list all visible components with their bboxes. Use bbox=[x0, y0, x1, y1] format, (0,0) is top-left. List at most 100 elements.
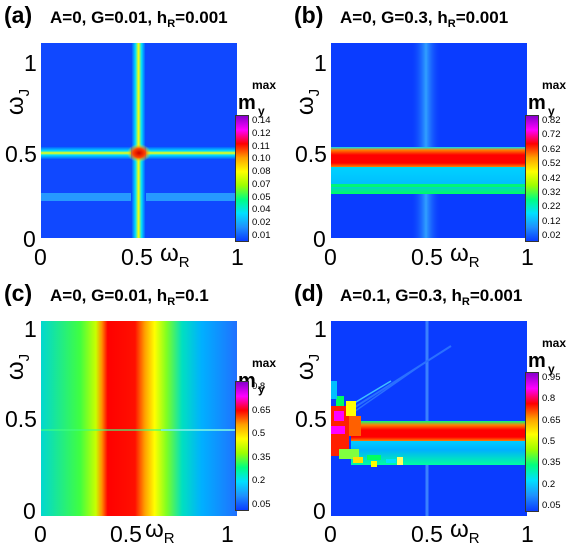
resonance-band bbox=[331, 147, 527, 167]
colorbar-tick: 0.52 bbox=[542, 158, 561, 170]
x-axis-label: ωR bbox=[145, 516, 175, 547]
heatmap-plot bbox=[331, 43, 527, 238]
colorbar-tick: 0.22 bbox=[542, 201, 561, 213]
y-axis-label: ωJ bbox=[292, 88, 324, 116]
x-tick: 0.5 bbox=[411, 521, 443, 547]
y-tick: 0.5 bbox=[5, 141, 37, 167]
x-tick: 1 bbox=[231, 244, 244, 270]
colorbar bbox=[525, 115, 539, 242]
colorbar-tick: 0.05 bbox=[252, 191, 271, 203]
panel-title: A=0, G=0.3, hR=0.001 bbox=[340, 8, 509, 30]
colorbar-tick: 0.8 bbox=[252, 381, 266, 392]
panel-a: (a) A=0, G=0.01, hR=0.001 1 0.5 0 0 0.5 … bbox=[0, 0, 290, 278]
heatmap-background bbox=[41, 321, 237, 516]
x-axis-label: ωR bbox=[450, 240, 480, 271]
y-tick: 0 bbox=[313, 226, 326, 252]
panel-title: A=0, G=0.01, hR=0.001 bbox=[50, 8, 228, 30]
colorbar-ticks: 0.82 0.72 0.62 0.52 0.42 0.32 0.22 0.12 0.02 bbox=[542, 115, 578, 242]
colorbar-tick: 0.12 bbox=[542, 215, 561, 227]
x-tick: 0 bbox=[324, 244, 337, 270]
panel-label: (d) bbox=[294, 280, 324, 306]
colorbar-tick: 0.5 bbox=[542, 436, 556, 447]
y-tick: 0 bbox=[23, 226, 36, 252]
x-tick: 0.5 bbox=[121, 244, 153, 270]
panel-title: A=0, G=0.01, hR=0.1 bbox=[50, 286, 209, 308]
heatmap-background bbox=[331, 321, 527, 516]
colorbar-tick: 0.82 bbox=[542, 115, 561, 126]
x-tick: 1 bbox=[521, 521, 534, 547]
heatmap-plot bbox=[331, 321, 527, 516]
chaotic-region bbox=[331, 381, 403, 467]
colorbar-tick: 0.11 bbox=[252, 140, 270, 152]
colorbar-tick: 0.02 bbox=[542, 230, 561, 241]
x-tick: 0.5 bbox=[110, 521, 142, 547]
y-tick: 0.5 bbox=[295, 406, 327, 432]
colorbar-tick: 0.14 bbox=[252, 115, 271, 126]
x-tick: 1 bbox=[221, 521, 234, 547]
vertical-resonance bbox=[131, 43, 146, 238]
colorbar-ticks: 0.8 0.65 0.5 0.35 0.2 0.05 bbox=[252, 381, 288, 511]
horizontal-line bbox=[41, 429, 237, 431]
colorbar-tick: 0.35 bbox=[542, 457, 561, 469]
y-axis-label: ωJ bbox=[292, 353, 324, 381]
colorbar-tick: 0.08 bbox=[252, 166, 271, 178]
x-tick: 0 bbox=[34, 521, 47, 547]
resonance-peak bbox=[127, 144, 151, 162]
colorbar-tick: 0.35 bbox=[252, 451, 271, 463]
colorbar-tick: 0.04 bbox=[252, 204, 271, 216]
y-axis-label: ωJ bbox=[2, 353, 34, 381]
colorbar-tick: 0.10 bbox=[252, 153, 271, 165]
colorbar-tick: 0.72 bbox=[542, 129, 561, 141]
colorbar-tick: 0.2 bbox=[252, 475, 266, 487]
panel-label: (a) bbox=[4, 2, 33, 28]
x-axis-label: ωR bbox=[160, 240, 190, 271]
colorbar bbox=[235, 381, 249, 511]
colorbar-tick: 0.05 bbox=[542, 500, 561, 511]
x-tick: 0 bbox=[34, 244, 47, 270]
y-tick: 0 bbox=[23, 498, 36, 524]
colorbar-tick: 0.02 bbox=[252, 217, 271, 229]
panel-label: (b) bbox=[294, 2, 324, 28]
panel-c: (c) A=0, G=0.01, hR=0.1 bbox=[0, 278, 290, 556]
colorbar-ticks: 0.14 0.12 0.11 0.10 0.08 0.07 0.05 0.04 0.02 0.01 bbox=[252, 115, 288, 242]
colorbar-tick: 0.12 bbox=[252, 127, 271, 139]
y-tick: 0 bbox=[313, 498, 326, 524]
colorbar-tick: 0.62 bbox=[542, 143, 561, 155]
colorbar-tick: 0.2 bbox=[542, 478, 556, 490]
colorbar bbox=[525, 372, 539, 512]
y-tick: 1 bbox=[24, 50, 37, 76]
y-tick: 0.5 bbox=[295, 141, 327, 167]
panel-title: A=0.1, G=0.3, hR=0.001 bbox=[340, 286, 523, 308]
colorbar-tick: 0.42 bbox=[542, 172, 561, 184]
x-tick: 1 bbox=[521, 244, 534, 270]
colorbar-tick: 0.65 bbox=[542, 414, 561, 426]
x-axis-label: ωR bbox=[450, 516, 480, 547]
colorbar-tick: 0.8 bbox=[542, 393, 556, 405]
colorbar-tick: 0.5 bbox=[252, 428, 266, 440]
y-tick: 1 bbox=[24, 316, 37, 342]
colorbar-tick: 0.95 bbox=[542, 372, 561, 383]
y-tick: 1 bbox=[314, 316, 327, 342]
panel-label: (c) bbox=[4, 280, 33, 306]
colorbar-tick: 0.05 bbox=[252, 499, 271, 510]
vertical-line bbox=[411, 43, 441, 238]
heatmap-plot bbox=[41, 321, 237, 516]
y-tick: 0.5 bbox=[5, 406, 37, 432]
colorbar-tick: 0.01 bbox=[252, 230, 271, 241]
panel-b: (b) A=0, G=0.3, hR=0.001 1 0.5 0 0 0.5 1… bbox=[290, 0, 580, 278]
panel-d: (d) A=0.1, G=0.3, hR=0.001 bbox=[290, 278, 580, 556]
y-tick: 1 bbox=[314, 50, 327, 76]
colorbar-tick: 0.32 bbox=[542, 186, 561, 198]
heatmap-plot bbox=[41, 43, 237, 238]
colorbar-tick: 0.65 bbox=[252, 404, 271, 416]
colorbar bbox=[235, 115, 249, 242]
x-tick: 0 bbox=[324, 521, 337, 547]
colorbar-ticks: 0.95 0.8 0.65 0.5 0.35 0.2 0.05 bbox=[542, 372, 578, 512]
y-axis-label: ωJ bbox=[2, 88, 34, 116]
resonance-band bbox=[351, 421, 527, 441]
x-tick: 0.5 bbox=[411, 244, 443, 270]
colorbar-tick: 0.07 bbox=[252, 178, 271, 190]
